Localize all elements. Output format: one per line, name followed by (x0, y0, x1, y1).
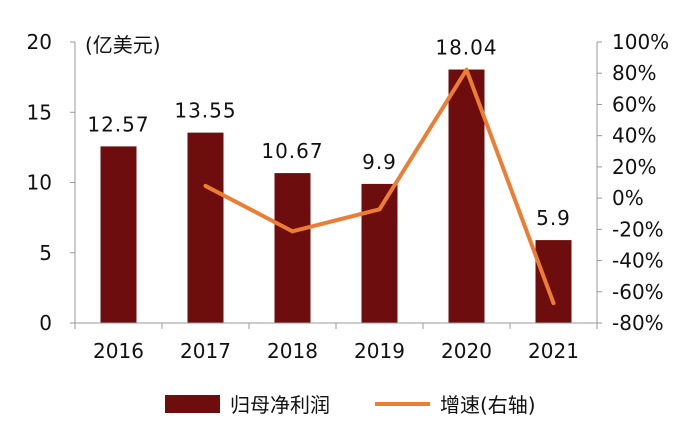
left-tick-label: 15 (27, 100, 52, 124)
bar (361, 183, 398, 323)
right-tick-label: 80% (612, 61, 656, 85)
growth-point (551, 301, 556, 306)
right-tick-label: 40% (612, 124, 656, 148)
unit-label: (亿美元) (85, 33, 161, 57)
bar-data-label: 5.9 (536, 206, 571, 230)
bar-data-label: 13.55 (174, 99, 236, 123)
x-tick-label: 2016 (93, 339, 144, 363)
bar (187, 132, 224, 323)
left-tick-label: 0 (39, 311, 52, 335)
left-tick-label: 5 (39, 241, 52, 265)
right-tick-label: -20% (612, 217, 664, 241)
bar (100, 146, 137, 323)
growth-point (203, 183, 208, 188)
x-tick-label: 2019 (354, 339, 405, 363)
x-tick-label: 2020 (441, 339, 492, 363)
right-tick-label: -60% (612, 280, 664, 304)
bar (274, 173, 311, 323)
growth-point (377, 207, 382, 212)
legend-bar-swatch (165, 395, 220, 413)
x-tick-label: 2021 (528, 339, 579, 363)
right-tick-label: 60% (612, 92, 656, 116)
bar-data-label: 9.9 (362, 150, 397, 174)
left-tick-label: 20 (27, 30, 52, 54)
growth-point (464, 67, 469, 72)
legend-bar-label: 归母净利润 (230, 393, 330, 417)
bar (448, 69, 485, 324)
left-tick-label: 10 (27, 171, 52, 195)
right-tick-label: 0% (612, 186, 644, 210)
growth-point (290, 229, 295, 234)
legend: 归母净利润 增速(右轴) (165, 393, 536, 417)
right-tick-label: -80% (612, 311, 664, 335)
right-tick-label: 100% (612, 30, 669, 54)
legend-line-label: 增速(右轴) (440, 393, 536, 417)
right-tick-label: 20% (612, 155, 656, 179)
bar-data-label: 10.67 (261, 139, 323, 163)
right-tick-label: -40% (612, 249, 664, 273)
bar-data-label: 12.57 (87, 112, 149, 136)
bar (535, 240, 572, 323)
bar-data-label: 18.04 (435, 36, 497, 60)
x-tick-label: 2017 (180, 339, 231, 363)
x-tick-label: 2018 (267, 339, 318, 363)
